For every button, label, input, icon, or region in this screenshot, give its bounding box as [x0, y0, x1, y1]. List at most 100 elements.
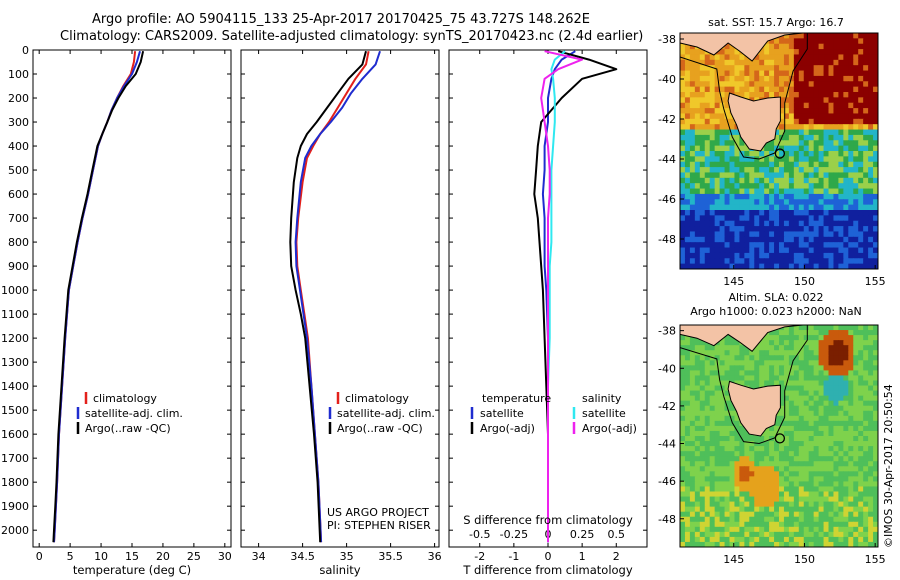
map-cell	[863, 263, 869, 269]
map-cell	[868, 247, 874, 254]
map-cell	[694, 75, 701, 82]
map-cell	[729, 375, 736, 382]
map-cell	[704, 496, 711, 503]
map-cell	[813, 541, 820, 547]
map-cell	[788, 161, 795, 168]
map-cell	[848, 236, 854, 243]
map-cell	[704, 415, 711, 422]
map-cell	[729, 436, 736, 442]
map-cell	[848, 456, 854, 462]
map-cell	[689, 54, 696, 61]
map-cell	[779, 210, 785, 216]
map-cell	[858, 395, 864, 402]
map-cell	[873, 466, 878, 472]
map-cell	[680, 129, 686, 136]
map-cell	[759, 365, 765, 372]
map-cell	[689, 108, 696, 115]
map-cell	[798, 325, 805, 331]
map-cell	[764, 199, 770, 206]
map-cell	[754, 380, 760, 387]
map-cell	[680, 536, 686, 543]
map-cell	[689, 375, 696, 382]
map-cell	[803, 38, 810, 45]
map-cell	[823, 193, 830, 200]
map-cell	[823, 258, 830, 265]
map-cell	[769, 481, 775, 488]
map-cell	[868, 252, 874, 259]
map-cell	[744, 177, 750, 184]
map-cell	[684, 345, 691, 351]
map-cell	[759, 496, 765, 503]
map-cell	[853, 236, 859, 243]
map-cell	[719, 536, 726, 543]
map-cell	[823, 70, 830, 77]
map-cell	[699, 486, 706, 493]
map-cell	[793, 360, 800, 366]
map-cell	[798, 451, 805, 457]
map-cell	[828, 33, 835, 39]
map-cell	[709, 516, 716, 523]
map-cell	[838, 210, 844, 216]
map-cell	[774, 252, 780, 259]
map-cell	[774, 380, 780, 387]
map-cell	[798, 145, 805, 152]
map-mainland	[680, 33, 804, 62]
map-cell	[793, 375, 800, 382]
map-cell	[779, 481, 785, 488]
map-cell	[783, 183, 790, 190]
map-cell	[843, 370, 849, 377]
map-cell	[873, 536, 878, 543]
map-cell	[694, 258, 701, 265]
map-cell	[739, 140, 745, 147]
map-cell	[719, 441, 726, 447]
map-cell	[734, 456, 740, 462]
map-cell	[764, 501, 770, 508]
map-cell	[714, 188, 721, 195]
map-cell	[838, 193, 844, 200]
map-cell	[823, 65, 830, 72]
map-cell	[719, 113, 726, 120]
map-cell	[783, 531, 790, 538]
map-cell	[754, 92, 760, 98]
map-cell	[823, 226, 830, 233]
map-cell	[833, 430, 839, 437]
map-cell	[699, 360, 706, 366]
map-cell	[788, 43, 795, 50]
map-cell	[704, 108, 711, 115]
map-cell	[833, 325, 839, 331]
map-cell	[769, 177, 775, 184]
map-cell	[818, 151, 825, 157]
map-cell	[798, 236, 805, 243]
map-cell	[694, 188, 701, 195]
map-cell	[798, 231, 805, 238]
map-cell	[764, 536, 770, 543]
map-cell	[858, 108, 864, 115]
map-cell	[719, 541, 726, 547]
map-cell	[739, 161, 745, 168]
map-cell	[843, 54, 849, 61]
map-cell	[793, 252, 800, 259]
map-cell	[759, 531, 765, 538]
map-cell	[724, 456, 731, 462]
map-cell	[764, 183, 770, 190]
map-cell	[719, 476, 726, 483]
map-cell	[764, 370, 770, 377]
map-cell	[680, 199, 686, 206]
map-cell	[714, 456, 721, 462]
map-cell	[868, 506, 874, 513]
map-cell	[779, 177, 785, 184]
map-cell	[769, 81, 775, 88]
x-tick-label: 36	[428, 550, 442, 563]
map-cell	[714, 531, 721, 538]
map-cell	[823, 541, 830, 547]
map-cell	[704, 511, 711, 518]
map-cell	[788, 430, 795, 437]
map-cell	[808, 210, 815, 216]
map-cell	[764, 541, 770, 547]
map-cell	[828, 400, 835, 407]
map-cell	[863, 330, 869, 336]
map-cell	[769, 210, 775, 216]
map-cell	[818, 456, 825, 462]
map-cell	[734, 236, 740, 243]
map-cell	[774, 536, 780, 543]
